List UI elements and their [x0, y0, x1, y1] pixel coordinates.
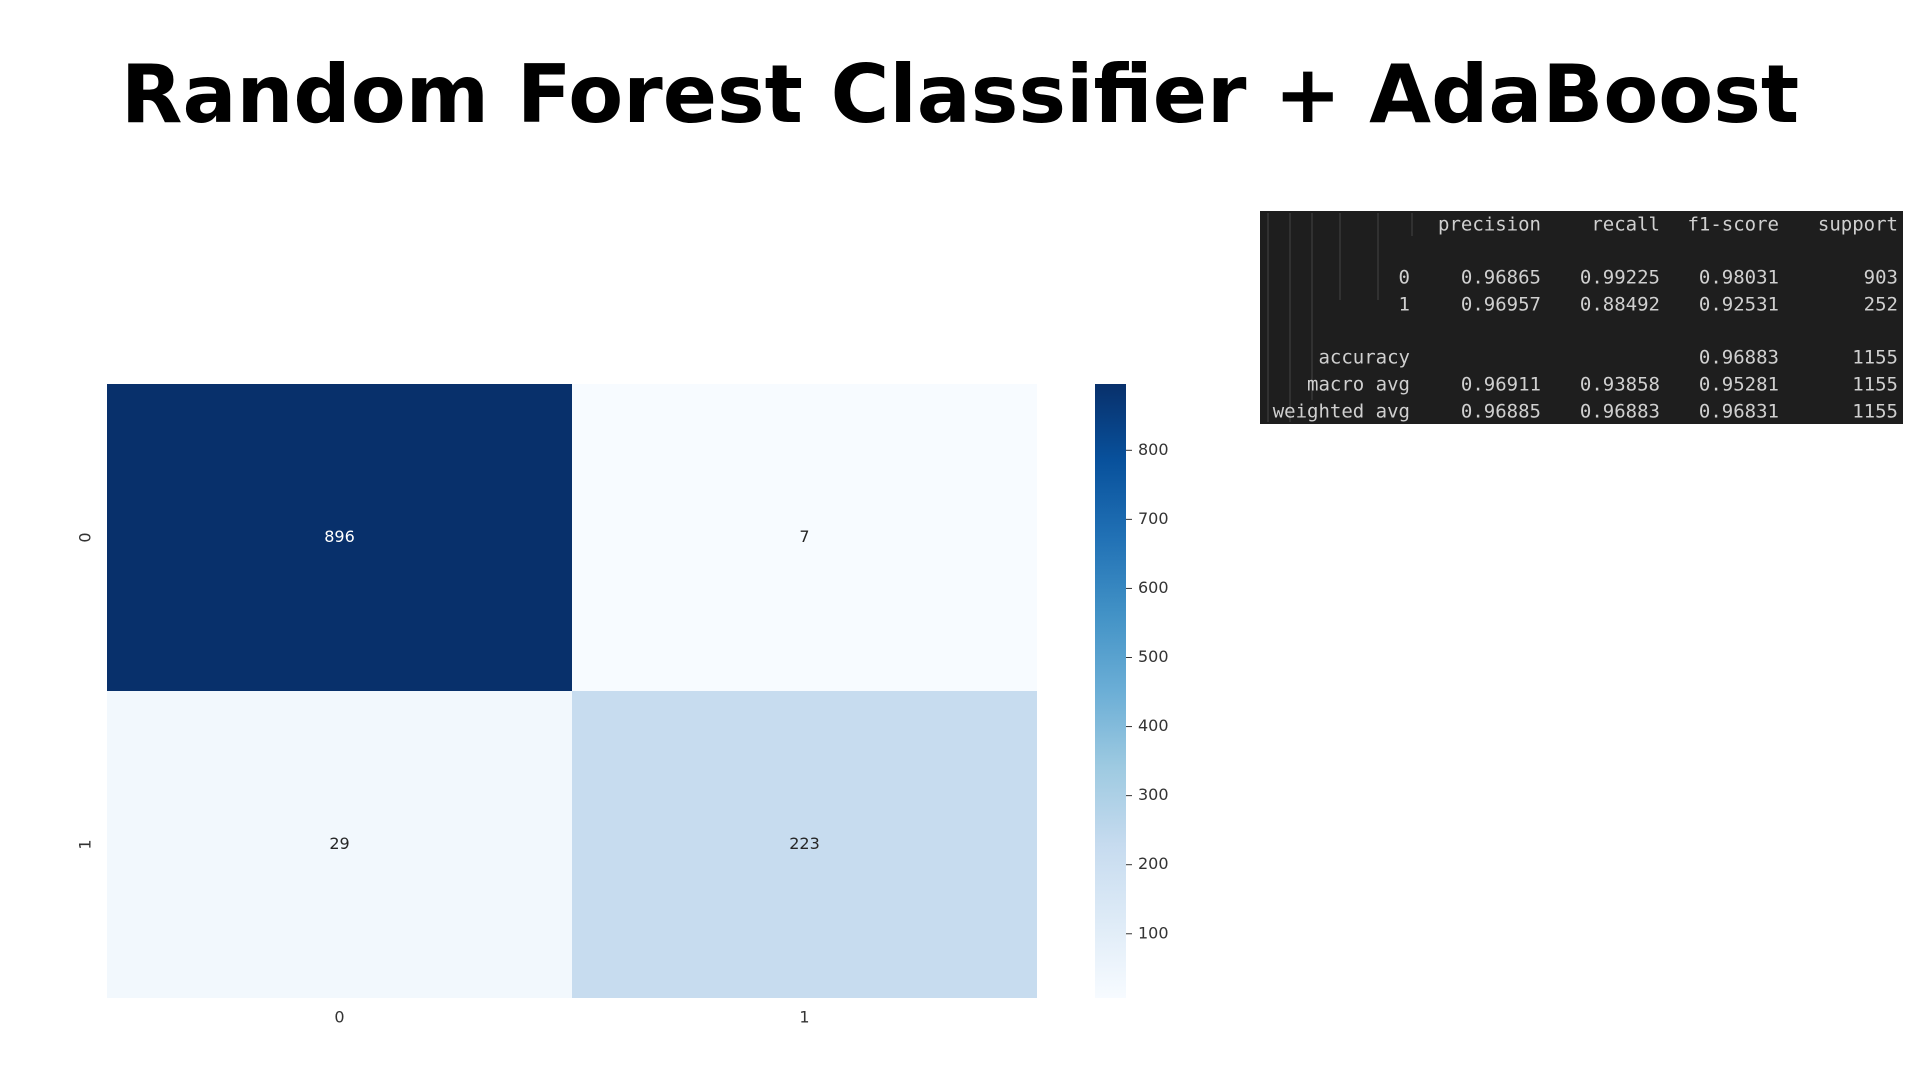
colorbar-tick-label: 100 [1138, 923, 1169, 942]
table-cell: 0.96883 [1580, 401, 1660, 423]
row-label: weighted avg [1273, 401, 1410, 423]
row-label: macro avg [1307, 374, 1410, 396]
x-tick-label: 1 [799, 1008, 809, 1027]
row-label: 0 [1399, 267, 1410, 289]
cell-label: 896 [324, 527, 355, 546]
colorbar [1095, 384, 1126, 998]
cell-label: 29 [329, 834, 349, 853]
heatmap-cell [107, 384, 572, 691]
table-cell: 0.96865 [1461, 267, 1541, 289]
colorbar-tick-label: 600 [1138, 578, 1169, 597]
report-background [1260, 211, 1903, 424]
table-cell: 903 [1864, 267, 1898, 289]
y-tick-label: 0 [76, 532, 95, 542]
table-cell: 0.99225 [1580, 267, 1660, 289]
table-cell: 1155 [1852, 401, 1898, 423]
report-guides [1267, 213, 1413, 422]
y-tick-label: 1 [76, 839, 95, 849]
colorbar-tick-label: 400 [1138, 716, 1169, 735]
row-label: 1 [1399, 294, 1410, 316]
column-header: precision [1438, 214, 1541, 236]
heatmap-cell [572, 691, 1037, 998]
x-tick-label: 0 [334, 1008, 344, 1027]
table-cell: 0.96883 [1699, 347, 1779, 369]
colorbar-tick-label: 300 [1138, 785, 1169, 804]
column-header: recall [1591, 214, 1660, 236]
row-label: accuracy [1318, 347, 1410, 369]
table-cell: 0.96957 [1461, 294, 1541, 316]
heatmap-cell [107, 691, 572, 998]
cell-label: 7 [799, 527, 809, 546]
column-header: support [1818, 214, 1898, 236]
table-cell: 252 [1864, 294, 1898, 316]
heatmap-cell [572, 384, 1037, 691]
table-cell: 1155 [1852, 347, 1898, 369]
table-cell: 0.95281 [1699, 374, 1779, 396]
colorbar-tick-label: 800 [1138, 440, 1169, 459]
colorbar-tick-label: 700 [1138, 509, 1169, 528]
slide-title: Random Forest Classifier + AdaBoost [121, 48, 1799, 141]
colorbar-tick-label: 500 [1138, 647, 1169, 666]
table-cell: 0.96885 [1461, 401, 1541, 423]
table-cell: 1155 [1852, 374, 1898, 396]
cell-label: 223 [789, 834, 820, 853]
table-cell: 0.98031 [1699, 267, 1779, 289]
column-header: f1-score [1687, 214, 1779, 236]
table-cell: 0.92531 [1699, 294, 1779, 316]
table-cell: 0.96831 [1699, 401, 1779, 423]
table-cell: 0.88492 [1580, 294, 1660, 316]
table-cell: 0.96911 [1461, 374, 1541, 396]
colorbar-tick-label: 200 [1138, 854, 1169, 873]
table-cell: 0.93858 [1580, 374, 1660, 396]
